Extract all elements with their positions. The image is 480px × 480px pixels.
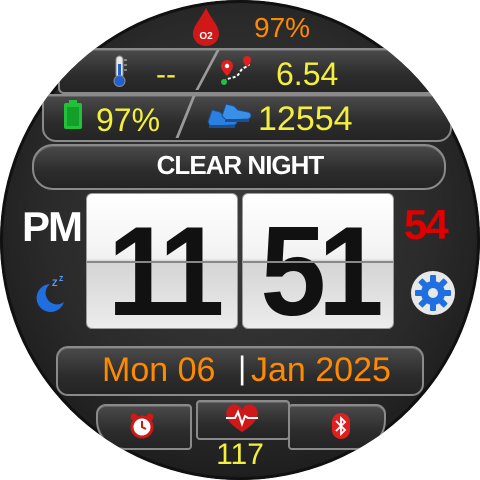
blood-drop-o2-icon[interactable]: O2 <box>190 6 222 46</box>
seconds-value: 54 <box>404 204 447 246</box>
date-day: Mon 06 <box>102 353 215 387</box>
temperature-value: -- <box>156 60 176 90</box>
o2-icon-text: O2 <box>199 31 213 42</box>
minutes-card: 51 <box>242 193 394 329</box>
alarm-clock-icon[interactable] <box>128 412 156 440</box>
settings-gear-icon[interactable] <box>410 270 456 316</box>
heart-pulse-icon[interactable] <box>222 402 262 434</box>
shoes-icon[interactable] <box>204 98 254 132</box>
ampm-label: PM <box>22 206 81 248</box>
route-pin-icon[interactable] <box>218 54 254 88</box>
heart-rate-value: 117 <box>0 440 480 470</box>
distance-value: 6.54 <box>276 58 338 90</box>
oxygen-value: 97% <box>254 14 310 42</box>
minutes-digits: 51 <box>243 199 393 329</box>
hours-card: 11 <box>86 193 238 329</box>
hours-digits: 11 <box>87 199 237 329</box>
bluetooth-icon[interactable] <box>330 412 352 440</box>
date-separator: | <box>238 352 246 384</box>
date-month-year: Jan 2025 <box>251 353 391 387</box>
hours-flip-line <box>87 261 237 263</box>
thermometer-icon[interactable] <box>108 54 130 88</box>
svg-text:Z: Z <box>52 278 58 288</box>
steps-value: 12554 <box>258 102 353 136</box>
battery-value: 97% <box>96 104 160 136</box>
battery-icon[interactable] <box>60 98 86 132</box>
weather-label: CLEAR NIGHT <box>0 152 480 178</box>
minutes-flip-line <box>243 261 393 263</box>
svg-text:Z: Z <box>59 276 64 283</box>
sleep-moon-icon[interactable]: Z Z <box>30 272 70 312</box>
